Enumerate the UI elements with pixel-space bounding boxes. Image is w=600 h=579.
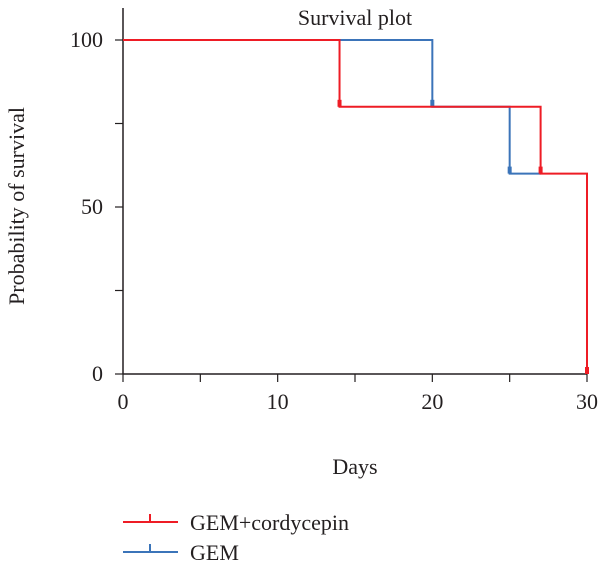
- series-layer: [123, 39, 589, 374]
- y-tick-label: 50: [81, 194, 103, 219]
- y-tick-label: 0: [92, 361, 103, 386]
- chart-title: Survival plot: [298, 5, 412, 30]
- x-tick-label: 20: [421, 389, 443, 414]
- y-axis-label: Probability of survival: [4, 107, 29, 305]
- axes: 0 10 20 30 0 50 100: [70, 8, 598, 414]
- x-tick-label: 30: [576, 389, 598, 414]
- legend: GEM+cordycepin GEM: [123, 510, 349, 565]
- x-tick-label: 10: [267, 389, 289, 414]
- legend-label-gem: GEM: [190, 540, 239, 565]
- x-tick-label: 0: [118, 389, 129, 414]
- y-tick-label: 100: [70, 27, 103, 52]
- legend-label-gem-cordycepin: GEM+cordycepin: [190, 510, 349, 535]
- x-axis-label: Days: [332, 454, 377, 479]
- series-line-gem-cordycepin: [123, 39, 588, 374]
